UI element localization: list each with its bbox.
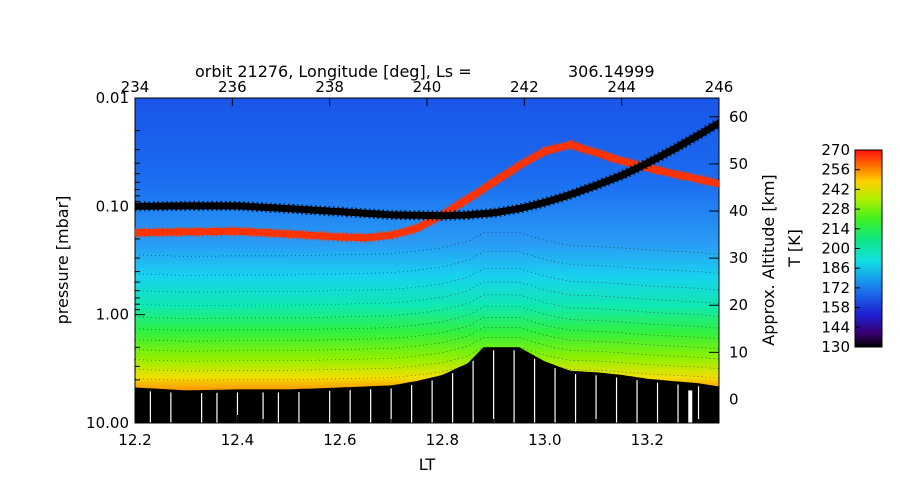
heatmap-field [135,98,719,423]
y-axis-right: 0 10 20 30 40 50 60 [709,108,748,408]
top-tick-label: 246 [705,78,734,96]
top-tick-label: 238 [315,78,344,96]
x-tick-label: 13.2 [631,431,664,449]
colorbar-tick-label: 214 [821,220,850,238]
y2-tick-label: 0 [729,390,739,408]
top-tick-label: 234 [121,78,150,96]
colorbar-tick-label: 256 [821,161,850,179]
colorbar-label: T [K] [785,229,804,268]
series-lower-curve [135,141,719,242]
chart-title: orbit 21276, Longitude [deg], Ls = [195,62,472,81]
colorbar-tick-label: 270 [821,141,850,159]
y-tick-label: 10.00 [86,414,129,432]
contour-lines [135,232,719,381]
contour-line [135,327,719,352]
colorbar-tick-label: 228 [821,200,850,218]
top-tick-label: 236 [218,78,247,96]
contour-line [135,306,719,331]
x-tick-label: 13.0 [528,431,561,449]
y2-tick-label: 30 [729,249,748,267]
surface-terrain [135,347,719,423]
x-tick-label: 12.4 [221,431,254,449]
top-tick-label: 242 [510,78,539,96]
contour-line [135,251,719,276]
x-axis-bottom: 12.2 12.4 12.6 12.8 13.0 13.2 [118,415,700,449]
colorbar-tick-label: 172 [821,279,850,297]
chart-title-value: 306.14999 [568,62,655,81]
y-axis-left: 0.01 0.10 1.00 10.00 [86,89,145,432]
contour-line [135,337,719,362]
colorbar-tick-label: 130 [821,338,850,356]
y-tick-label: 1.00 [96,306,129,324]
top-tick-label: 244 [607,78,636,96]
y2-tick-label: 40 [729,202,748,220]
y2-tick-label: 10 [729,343,748,361]
colorbar-tick-label: 158 [821,299,850,317]
contour-line [135,268,719,293]
x-axis-label: LT [419,455,436,474]
contour-line [135,294,719,319]
contour-line [135,356,719,381]
y-tick-label: 0.10 [96,197,129,215]
colorbar-tick-label: 186 [821,259,850,277]
surface-gap-wide [688,390,693,423]
top-tick-label: 240 [413,78,442,96]
y-axis-label: pressure [mbar] [53,196,72,325]
x-axis-top: 234 236 238 240 242 244 246 [121,78,734,106]
x-tick-label: 12.6 [323,431,356,449]
contour-line [135,281,719,307]
x-tick-label: 12.2 [118,431,151,449]
colorbar-tick-label: 200 [821,240,850,258]
y2-tick-label: 50 [729,155,748,173]
y-tick-label: 0.01 [96,89,129,107]
contour-line [135,346,719,372]
heatmap-background [135,98,719,423]
series-layer [135,118,719,243]
x-tick-label: 12.8 [426,431,459,449]
colorbar-tick-label: 242 [821,180,850,198]
surface-data-gaps [149,350,700,423]
contour-line [135,232,719,257]
series-upper-curve [135,119,719,220]
colorbar-tick-label: 144 [821,318,850,336]
contour-line [135,317,719,342]
y2-tick-label: 20 [729,296,748,314]
y2-tick-label: 60 [729,108,748,126]
y2-axis-label: Approx. Altitude [km] [759,174,778,345]
